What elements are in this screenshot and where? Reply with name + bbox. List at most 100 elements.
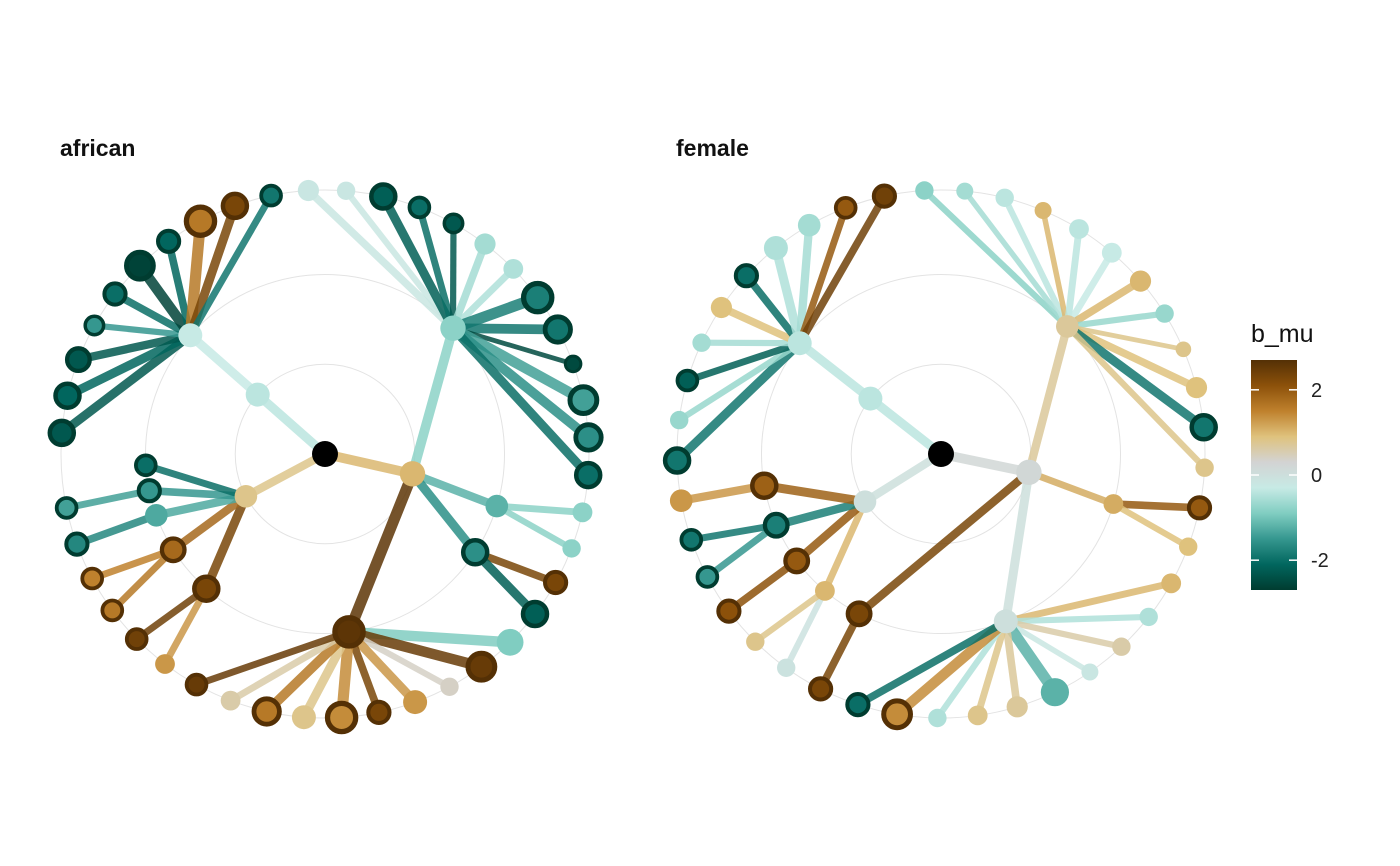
tree-edge (379, 194, 457, 331)
tree-edge (1027, 469, 1115, 508)
leaf-node (465, 650, 498, 683)
tree-edge (263, 628, 353, 715)
tree-nodes (662, 181, 1218, 731)
group-node (993, 609, 1018, 634)
tree-edge (1002, 620, 1021, 708)
tree-edge (113, 290, 193, 339)
leaf-node (871, 183, 898, 209)
tree-edge (323, 449, 414, 479)
leaf-node (733, 263, 760, 289)
tree-edge (243, 450, 327, 500)
leaf-node (324, 700, 359, 735)
tree-edge (1111, 501, 1190, 550)
group-node (783, 547, 811, 575)
group-node (1056, 315, 1079, 338)
panel-female: female (662, 135, 1218, 731)
leaf-node (1155, 304, 1174, 323)
tree-edge (471, 549, 539, 618)
tree-edge (161, 587, 210, 666)
leaf-node (669, 489, 693, 512)
tree-edge (94, 322, 191, 339)
leaf-node (1175, 341, 1192, 358)
group-node (332, 615, 366, 649)
tree-edge (1113, 500, 1200, 512)
leaf-node (336, 181, 356, 200)
leaf-node (881, 698, 913, 731)
tree-edge (775, 497, 867, 530)
tree-edge (796, 339, 874, 403)
tree-edge (893, 617, 1010, 719)
tree-edge (940, 449, 1030, 478)
leaf-node (845, 692, 871, 718)
panel-african: african (47, 135, 604, 735)
leaf-node (679, 527, 704, 552)
leaf-node (695, 565, 720, 589)
group-node (815, 581, 835, 601)
tree-edge (753, 588, 827, 645)
tree-edge (1005, 618, 1123, 650)
tree-edge (796, 194, 888, 346)
leaf-node (100, 598, 125, 623)
tree-edge (347, 629, 451, 690)
legend-tick-label: -2 (1311, 550, 1329, 572)
leaf-node (763, 236, 788, 260)
leaf-node (833, 196, 858, 220)
leaf-node (1189, 413, 1218, 442)
tree-edge (1066, 324, 1184, 352)
leaf-node (220, 690, 241, 711)
legend-tick-label: 2 (1311, 380, 1322, 402)
leaf-node (102, 281, 128, 307)
tree-edge (673, 339, 803, 464)
group-node (762, 511, 790, 539)
tree-edge (134, 585, 209, 642)
leaf-node (1040, 678, 1069, 707)
tree-edge (705, 522, 779, 580)
group-node (136, 478, 162, 504)
tree-edge (449, 242, 489, 330)
tree-edge (449, 325, 592, 479)
leaf-node (967, 705, 988, 726)
tree-edge (686, 339, 801, 384)
leaf-node (572, 502, 593, 523)
leaf-node (915, 181, 934, 200)
tree-edge (496, 502, 583, 516)
leaf-node (1101, 242, 1122, 263)
tree-edge (763, 481, 866, 507)
panel-title: african (60, 135, 135, 161)
leaf-node (692, 333, 711, 352)
leaf-node (183, 204, 218, 238)
tree-edge (452, 323, 558, 335)
leaf-node (716, 598, 742, 624)
tree-edge (77, 331, 192, 364)
tree-nodes (47, 179, 604, 735)
tree-edge (450, 266, 516, 331)
leaf-node (123, 249, 156, 282)
leaf-node (746, 632, 765, 651)
leaf-node (156, 228, 182, 254)
leaf-node (1185, 377, 1208, 399)
leaf-node (503, 259, 524, 279)
leaf-node (567, 384, 600, 417)
leaf-node (80, 566, 104, 591)
tree-edge (202, 494, 251, 591)
tree-edge (962, 189, 1070, 329)
leaf-node (1081, 663, 1099, 681)
leaf-node (124, 627, 149, 651)
tree-edge (719, 304, 802, 347)
branch-node (399, 461, 426, 487)
leaf-node (995, 188, 1014, 207)
tree-edge (867, 395, 944, 458)
leaf-node (474, 233, 496, 255)
tree-edge (726, 557, 799, 615)
leaf-node (1195, 458, 1214, 477)
leaf-node (1139, 607, 1158, 627)
branch-node (1016, 459, 1042, 485)
leaf-node (83, 314, 106, 337)
leaf-node (797, 213, 821, 237)
group-node (440, 315, 466, 341)
leaf-node (251, 696, 282, 727)
leaf-node (662, 446, 692, 475)
leaf-node (542, 314, 573, 345)
tree-edge (184, 220, 207, 336)
